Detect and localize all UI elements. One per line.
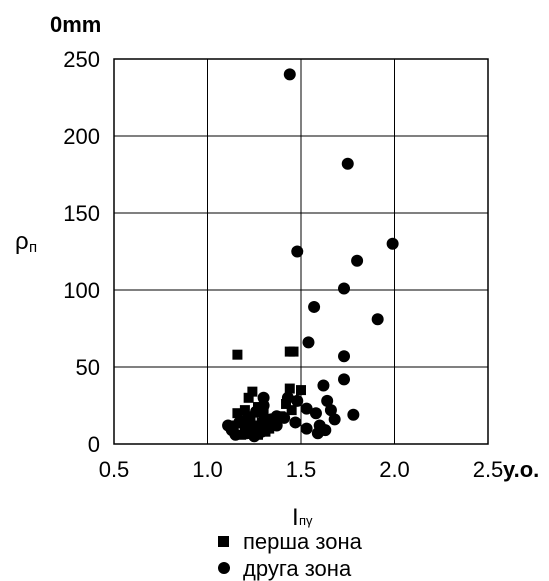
data-point-circle xyxy=(309,407,322,420)
data-point-circle xyxy=(341,157,354,170)
data-point-circle xyxy=(338,282,351,295)
data-point-circle xyxy=(242,416,255,429)
data-point-square xyxy=(284,383,295,394)
data-point-circle xyxy=(300,422,313,435)
data-point-square xyxy=(281,398,292,409)
legend-label-series-2: друга зона xyxy=(243,556,352,581)
data-point-circle xyxy=(371,313,384,326)
x-axis-label: I пγ xyxy=(292,504,313,531)
data-point-square xyxy=(288,346,299,357)
data-point-circle xyxy=(319,424,332,437)
legend-marker-circle xyxy=(218,562,230,574)
data-point-circle xyxy=(338,350,351,363)
legend-label-series-1: перша зона xyxy=(243,529,363,554)
data-point-circle xyxy=(308,300,321,313)
data-point-square xyxy=(296,385,306,396)
data-point-circle xyxy=(281,391,294,404)
y-tick-label: 250 xyxy=(63,47,100,72)
y-axis-label-sub: п xyxy=(29,239,37,256)
data-point-circle xyxy=(283,68,296,81)
x-tick-label: 1.5 xyxy=(286,457,317,482)
data-point-circle xyxy=(300,402,313,415)
data-point-circle xyxy=(233,416,246,429)
x-tick-label: 2.5 xyxy=(473,457,504,482)
data-point-circle xyxy=(291,245,304,258)
y-tick-label: 0 xyxy=(88,432,100,457)
top-label: 0mm xyxy=(50,12,101,37)
data-point-circle xyxy=(351,254,364,267)
data-point-circle xyxy=(321,394,334,407)
data-point-square xyxy=(249,420,260,431)
data-point-circle xyxy=(317,379,330,392)
y-tick-label: 50 xyxy=(76,355,100,380)
data-point-circle xyxy=(250,405,263,418)
data-point-circle xyxy=(386,237,399,250)
data-point-circle xyxy=(289,416,302,429)
data-point-square xyxy=(232,349,243,360)
data-point-square xyxy=(247,386,258,397)
plot-area xyxy=(113,58,489,445)
data-points xyxy=(222,68,399,443)
legend-marker-square xyxy=(218,536,229,547)
y-tick-label: 200 xyxy=(63,124,100,149)
y-axis-label: ρ п xyxy=(15,228,37,256)
data-point-circle xyxy=(291,394,304,407)
y-tick-label: 150 xyxy=(63,201,100,226)
data-point-circle xyxy=(338,373,351,386)
data-point-square xyxy=(286,405,297,416)
data-point-circle xyxy=(222,419,235,432)
data-point-square xyxy=(239,405,250,416)
data-point-circle xyxy=(302,336,315,349)
y-tick-labels: 0 50 100 150 200 250 xyxy=(63,47,100,457)
x-axis-label-main: I xyxy=(292,504,299,531)
x-tick-label: 0.5 xyxy=(99,457,130,482)
legend: перша зона друга зона xyxy=(218,529,363,581)
data-point-circle xyxy=(257,391,270,404)
x-tick-labels: 0.5 1.0 1.5 2.0 2.5 xyxy=(99,457,504,482)
data-point-circle xyxy=(347,408,360,421)
x-tick-label: 1.0 xyxy=(192,457,223,482)
gridlines xyxy=(114,59,488,444)
y-axis-label-main: ρ xyxy=(15,228,29,255)
data-point-square xyxy=(256,417,267,428)
data-point-circle xyxy=(328,413,341,426)
x-unit-label: y.o. xyxy=(503,457,539,482)
data-point-circle xyxy=(229,428,242,441)
data-point-circle xyxy=(263,421,276,434)
x-axis-label-sub: пγ xyxy=(299,513,313,528)
y-tick-label: 100 xyxy=(63,278,100,303)
data-point-circle xyxy=(270,410,283,423)
data-point-square xyxy=(243,392,254,403)
data-point-square xyxy=(232,408,243,419)
data-point-circle xyxy=(324,404,337,417)
x-tick-label: 2.0 xyxy=(379,457,410,482)
